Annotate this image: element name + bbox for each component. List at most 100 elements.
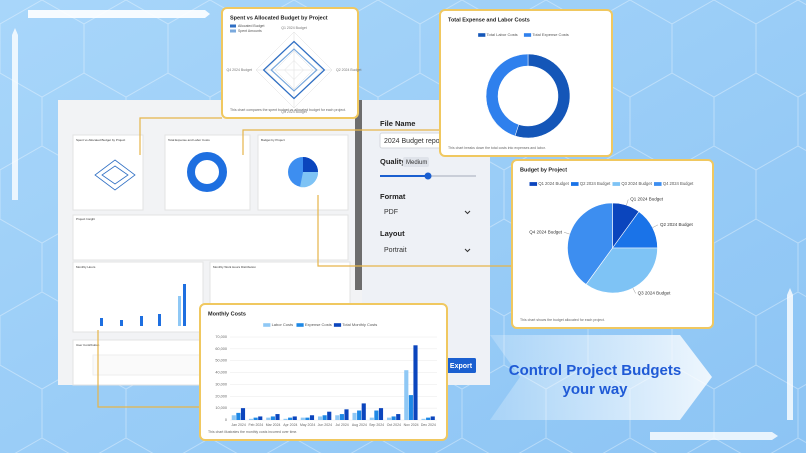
bar [248, 418, 254, 420]
y-tick-label: 30,000 [215, 382, 227, 386]
decor-bar [787, 288, 793, 420]
chart-note: This chart breaks down the total costs i… [448, 146, 546, 150]
bar [231, 415, 236, 420]
bar [391, 416, 396, 420]
y-tick-label: 70,000 [215, 335, 227, 339]
x-tick-label: Aug 2024 [352, 423, 367, 427]
badge [403, 157, 429, 167]
legend-label: Labor Costs [272, 322, 294, 327]
x-tick-label: Dec 2024 [421, 423, 436, 427]
legend-label: Q4 2024 Budget [663, 181, 694, 186]
radar-label: Q4 2024 Budget [227, 68, 253, 72]
mini-pie-slice [300, 172, 319, 188]
pie-label: Q1 2024 Budget [630, 197, 664, 202]
x-tick-label: May 2024 [300, 423, 315, 427]
slider-thumb[interactable] [424, 172, 432, 180]
label: Layout [380, 229, 405, 238]
bar [369, 417, 374, 420]
legend-swatch [653, 182, 662, 186]
x-tick-label: Oct 2024 [387, 423, 401, 427]
chart-card [439, 9, 613, 157]
bar [404, 370, 409, 420]
input-value: 2024 Budget report [384, 138, 444, 145]
mini-card [72, 214, 349, 261]
x-tick-label: Feb 2024 [248, 423, 263, 427]
x-tick-label: Mar 2024 [266, 423, 281, 427]
bar [344, 409, 349, 420]
chart-title: Total Expense and Labor Costs [448, 17, 530, 23]
export-button[interactable] [446, 358, 476, 373]
bar [236, 412, 241, 420]
bar [430, 416, 435, 420]
select-value[interactable]: Portrait [384, 247, 407, 254]
mini-card-title: Spent vs Allocated Budget by Project [76, 138, 125, 142]
chevron [464, 210, 471, 215]
y-tick-label: 50,000 [215, 359, 227, 363]
bar [322, 415, 327, 420]
pie-label: Q4 2024 Budget [529, 229, 563, 234]
label: Format [380, 192, 406, 201]
mini-card [72, 134, 144, 211]
legend-label: Q2 2024 Budget [580, 181, 611, 186]
mini-card [72, 261, 204, 333]
bar [408, 395, 413, 420]
mini-bars [100, 284, 186, 326]
bar [386, 417, 392, 420]
bar [300, 417, 305, 420]
bar [378, 408, 384, 420]
pie-label: Q3 2024 Budget [638, 291, 672, 296]
mini-card-title: User Contribution [76, 343, 100, 347]
legend-label: Allocated Budget [238, 24, 264, 28]
legend-swatch [523, 33, 532, 37]
bar [339, 414, 344, 420]
bar [288, 417, 293, 420]
headline: your way [562, 381, 628, 398]
radar-series [262, 40, 326, 100]
mini-card-title: Total Expense and Labor Costs [168, 138, 210, 142]
pie-slice [585, 247, 658, 294]
decor-bar [650, 432, 778, 440]
bar [426, 417, 431, 420]
mini-card-title: Budget by Project [261, 138, 285, 142]
chart-note: This chart shows the budget allocated fo… [520, 318, 605, 322]
pie-leader [652, 224, 659, 228]
mini-card-title: Monthly Hours [76, 265, 96, 269]
donut-slice [485, 53, 529, 137]
pie-slice [567, 202, 613, 285]
x-tick-label: Sep 2024 [369, 423, 384, 427]
chart-title: Budget by Project [520, 167, 567, 173]
chart-card [199, 303, 448, 441]
legend-swatch [571, 182, 579, 186]
y-tick-label: 40,000 [215, 371, 227, 375]
connectors [97, 117, 512, 408]
label: Quality [380, 157, 406, 166]
mini-card-title: Project Insight [76, 217, 95, 221]
radar-label: Q2 2024 Budget [336, 68, 362, 72]
x-tick-label: Apr 2024 [283, 423, 297, 427]
pie-leader [563, 232, 570, 235]
mini-radar [94, 159, 136, 191]
bar [421, 418, 426, 420]
radar-series [270, 48, 318, 92]
charts: Spent vs Allocated Budget by Project This… [199, 7, 714, 441]
label: File Name [380, 119, 415, 128]
bar [335, 415, 340, 420]
mini-donut [187, 152, 227, 192]
bar [413, 345, 418, 420]
legend-label: Q3 2024 Budget [621, 181, 652, 186]
bar [396, 414, 401, 420]
bar [352, 412, 357, 420]
badge-text: Medium [406, 160, 427, 166]
select-value[interactable]: PDF [384, 209, 398, 216]
mini-pie-slice [303, 157, 318, 172]
bar [292, 416, 297, 420]
mini-card-title: Monthly Work Hours Distribution [213, 265, 256, 269]
legend-swatch [612, 182, 621, 186]
legend-label: Total Monthly Costs [342, 322, 377, 327]
bar [317, 416, 323, 420]
bar [275, 414, 280, 420]
headline-arrow [490, 335, 712, 420]
y-tick-label: 60,000 [215, 347, 227, 351]
decor-bar [12, 28, 18, 200]
